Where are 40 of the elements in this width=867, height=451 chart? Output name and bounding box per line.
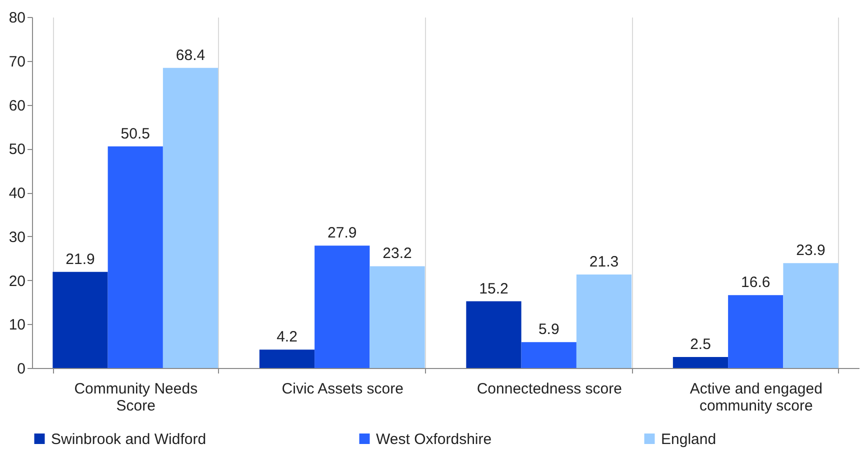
y-tick-label: 50: [8, 141, 26, 158]
legend-label: West Oxfordshire: [376, 430, 492, 448]
y-tick-label: 10: [8, 316, 26, 334]
data-label: 21.3: [589, 254, 619, 271]
legend-label: Swinbrook and Widford: [51, 430, 206, 448]
y-tick-label: 0: [17, 360, 26, 378]
x-tick-label: Civic Assets score: [282, 380, 404, 398]
bar: [370, 266, 425, 368]
legend-label: England: [661, 430, 716, 448]
bar: [728, 295, 784, 368]
bar: [314, 246, 370, 368]
data-label: 15.2: [479, 280, 508, 298]
bar: [672, 357, 728, 368]
bar: [259, 350, 315, 368]
data-label: 21.9: [66, 250, 95, 268]
y-tick-label: 40: [8, 185, 26, 202]
bar: [576, 274, 632, 368]
bar: [466, 301, 522, 368]
x-tick-label: Connectedness score: [476, 380, 622, 398]
data-label: 2.5: [690, 336, 711, 354]
y-tick-label: 30: [8, 228, 26, 246]
y-tick-label: 80: [8, 10, 26, 26]
data-label: 4.2: [276, 328, 298, 346]
bar: [783, 263, 838, 368]
y-tick-label: 70: [8, 53, 26, 70]
data-label: 16.6: [741, 274, 770, 292]
data-label: 50.5: [120, 125, 150, 142]
data-label: 27.9: [328, 224, 357, 242]
data-label: 23.9: [796, 242, 826, 260]
bar: [521, 342, 576, 368]
x-tick-label: Active and engaged community score: [690, 380, 822, 414]
data-label: 5.9: [538, 321, 560, 338]
bar: [162, 68, 218, 368]
x-tick-label: Community Needs Score: [74, 380, 198, 414]
data-label: 23.2: [382, 245, 412, 262]
y-tick-label: 60: [8, 97, 26, 114]
y-tick-label: 20: [8, 272, 26, 290]
data-label: 68.4: [176, 46, 206, 64]
bar: [108, 146, 163, 368]
bar: [52, 272, 108, 368]
